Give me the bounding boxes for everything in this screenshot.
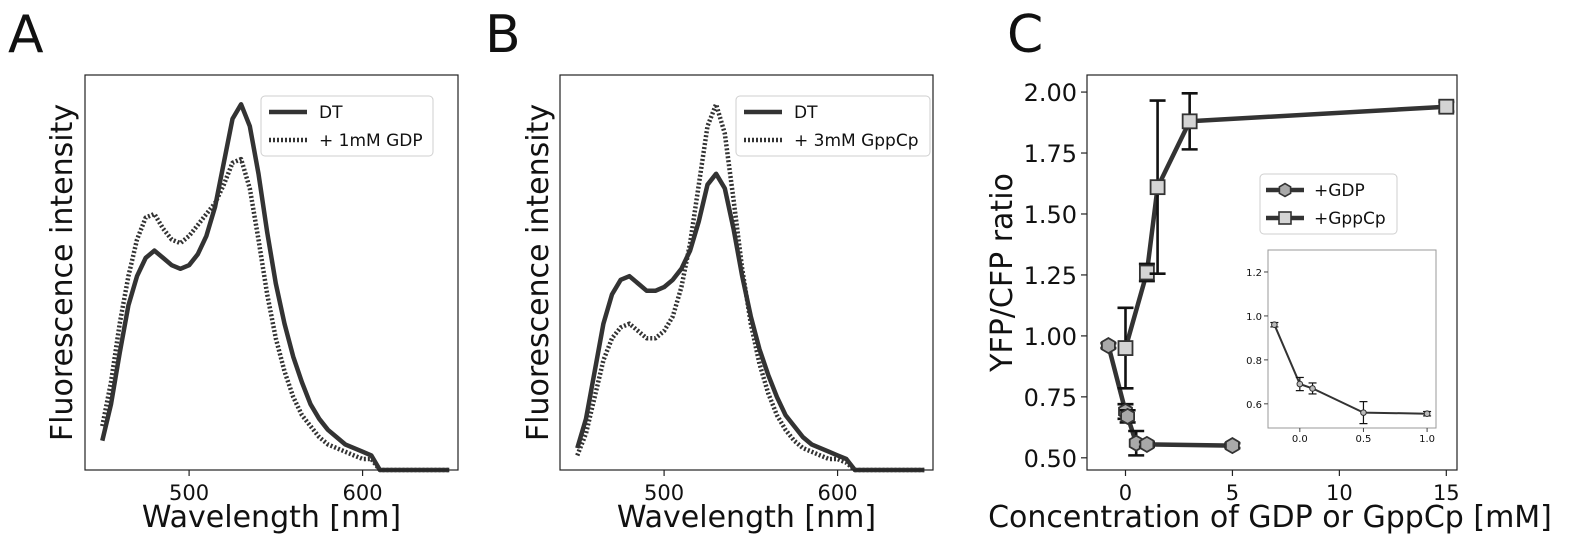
plot-frame (1086, 74, 1458, 471)
data-point (1423, 410, 1431, 418)
x-tick-label: 15 (1433, 481, 1460, 505)
legend: DT + 1mM GDP (260, 95, 434, 157)
legend-label: +GDP (1314, 181, 1365, 201)
inset-x-tick-label: 1.0 (1419, 434, 1435, 445)
x-tick-label: 5 (1226, 481, 1239, 505)
legend-label: DT (319, 103, 343, 123)
x-tick-label: 10 (1326, 481, 1353, 505)
panel-c: C 0 5 10 15 0.50 0.75 1.00 1.25 1.50 1.75 2.00 Conce… (985, 5, 1552, 535)
y-tick-label: 0.50 (1024, 445, 1077, 473)
inset-y-tick-label: 1.0 (1246, 312, 1262, 323)
x-tick-label: 0 (1119, 481, 1132, 505)
series-circle (1270, 321, 1432, 425)
data-point (1117, 340, 1134, 356)
inset-border (1267, 249, 1437, 429)
inset: 0.0 0.5 1.0 0.6 0.8 1.0 1.2 (1246, 249, 1437, 445)
panel-label: B (485, 5, 521, 65)
y-axis-label: YFP/CFP ratio (985, 173, 1020, 373)
legend-marker (1278, 211, 1292, 225)
y-axis-label: Fluorescence intensity (521, 104, 556, 441)
x-tick-label: 600 (818, 481, 858, 505)
series-line-dt (100, 102, 450, 473)
data-point (1149, 179, 1166, 196)
x-tick-label: 500 (169, 481, 209, 505)
panel-label: C (1007, 5, 1043, 65)
plot-frame (559, 74, 934, 471)
x-tick-label: 600 (343, 481, 383, 505)
y-axis-label: Fluorescence intensity (45, 104, 80, 441)
data-point (1438, 98, 1455, 115)
data-point (1271, 321, 1278, 329)
y-tick-label: 1.00 (1024, 323, 1077, 351)
y-tick-label: 1.50 (1024, 201, 1077, 229)
x-axis-label: Wavelength [nm] (142, 500, 401, 535)
inset-y-tick-label: 0.6 (1246, 400, 1262, 411)
series-line-dt (575, 171, 925, 473)
x-axis-label: Concentration of GDP or GppCp [mM] (988, 500, 1552, 535)
data-point (1360, 409, 1367, 416)
inset-x-tick-label: 0.0 (1292, 434, 1308, 445)
inset-x-tick-label: 0.5 (1356, 434, 1372, 445)
legend-box (735, 95, 931, 157)
legend-label: +GppCp (1314, 209, 1386, 229)
x-axis-label: Wavelength [nm] (617, 500, 876, 535)
data-point (1181, 113, 1198, 130)
legend-label: DT (794, 103, 818, 123)
legend-label: + 3mM GppCp (794, 131, 919, 151)
series-hexagon (1100, 337, 1241, 457)
inset-frame (1267, 249, 1437, 429)
plot-frame (84, 74, 459, 471)
y-tick-label: 1.25 (1024, 262, 1077, 290)
data-point (1120, 407, 1135, 425)
data-point (1309, 385, 1316, 392)
data-point (1225, 437, 1240, 455)
legend: DT + 3mM GppCp (735, 95, 931, 157)
y-tick-label: 1.75 (1024, 140, 1077, 168)
y-tick-label: 0.75 (1024, 384, 1077, 412)
legend: +GDP +GppCp (1259, 173, 1398, 235)
series-line-treatment (575, 102, 925, 473)
y-tick-label: 2.00 (1024, 79, 1077, 107)
data-point (1296, 380, 1304, 388)
data-point (1139, 435, 1155, 453)
inset-y-tick-label: 0.8 (1246, 356, 1262, 367)
data-point (1101, 337, 1116, 355)
x-tick-label: 500 (644, 481, 684, 505)
inset-y-tick-label: 1.2 (1246, 268, 1262, 279)
series-line (1106, 345, 1233, 448)
legend-label: + 1mM GDP (319, 131, 423, 151)
panel-label: A (8, 5, 44, 65)
series-line-treatment (100, 156, 450, 473)
series-square (1117, 91, 1455, 390)
legend-marker (1278, 182, 1292, 198)
